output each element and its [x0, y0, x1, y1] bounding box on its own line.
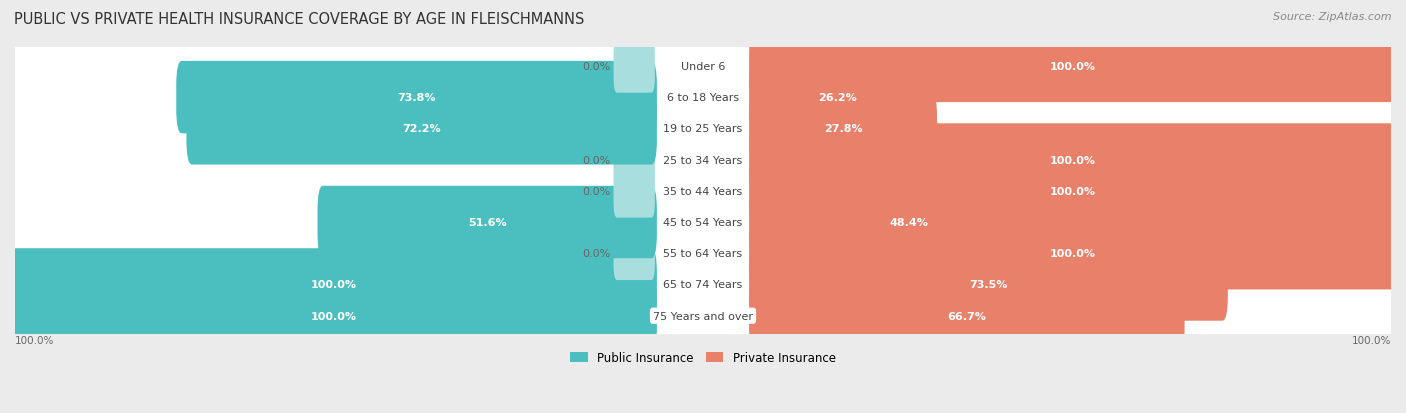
- FancyBboxPatch shape: [10, 235, 1396, 335]
- FancyBboxPatch shape: [10, 266, 1396, 366]
- FancyBboxPatch shape: [749, 62, 927, 134]
- FancyBboxPatch shape: [10, 141, 1396, 242]
- FancyBboxPatch shape: [176, 62, 657, 134]
- FancyBboxPatch shape: [613, 40, 655, 93]
- FancyBboxPatch shape: [613, 164, 655, 218]
- Text: Source: ZipAtlas.com: Source: ZipAtlas.com: [1274, 12, 1392, 22]
- FancyBboxPatch shape: [749, 155, 1396, 228]
- Text: 75 Years and over: 75 Years and over: [652, 311, 754, 321]
- FancyBboxPatch shape: [10, 17, 1396, 117]
- Text: 0.0%: 0.0%: [582, 249, 610, 259]
- Text: 48.4%: 48.4%: [889, 218, 928, 228]
- FancyBboxPatch shape: [749, 124, 1396, 196]
- FancyBboxPatch shape: [10, 47, 1396, 148]
- FancyBboxPatch shape: [749, 93, 936, 165]
- FancyBboxPatch shape: [187, 93, 657, 165]
- Text: 51.6%: 51.6%: [468, 218, 506, 228]
- FancyBboxPatch shape: [613, 133, 655, 187]
- Text: 100.0%: 100.0%: [1050, 62, 1095, 72]
- FancyBboxPatch shape: [318, 186, 657, 259]
- Text: PUBLIC VS PRIVATE HEALTH INSURANCE COVERAGE BY AGE IN FLEISCHMANNS: PUBLIC VS PRIVATE HEALTH INSURANCE COVER…: [14, 12, 585, 27]
- Text: 100.0%: 100.0%: [1050, 155, 1095, 165]
- Text: 100.0%: 100.0%: [311, 280, 356, 290]
- FancyBboxPatch shape: [749, 280, 1185, 352]
- FancyBboxPatch shape: [749, 249, 1227, 321]
- FancyBboxPatch shape: [749, 31, 1396, 103]
- Text: 100.0%: 100.0%: [15, 335, 55, 345]
- FancyBboxPatch shape: [613, 227, 655, 280]
- Text: 45 to 54 Years: 45 to 54 Years: [664, 218, 742, 228]
- Text: 27.8%: 27.8%: [824, 124, 862, 134]
- Text: 100.0%: 100.0%: [311, 311, 356, 321]
- Text: 100.0%: 100.0%: [1050, 249, 1095, 259]
- Text: 35 to 44 Years: 35 to 44 Years: [664, 186, 742, 196]
- Text: 19 to 25 Years: 19 to 25 Years: [664, 124, 742, 134]
- Text: 72.2%: 72.2%: [402, 124, 441, 134]
- FancyBboxPatch shape: [10, 172, 1396, 273]
- Text: 6 to 18 Years: 6 to 18 Years: [666, 93, 740, 103]
- FancyBboxPatch shape: [10, 249, 657, 321]
- Text: 100.0%: 100.0%: [1050, 186, 1095, 196]
- FancyBboxPatch shape: [10, 110, 1396, 210]
- Text: 73.8%: 73.8%: [398, 93, 436, 103]
- Text: 0.0%: 0.0%: [582, 62, 610, 72]
- Text: 25 to 34 Years: 25 to 34 Years: [664, 155, 742, 165]
- Text: 100.0%: 100.0%: [1351, 335, 1391, 345]
- FancyBboxPatch shape: [10, 280, 657, 352]
- FancyBboxPatch shape: [10, 79, 1396, 179]
- Legend: Public Insurance, Private Insurance: Public Insurance, Private Insurance: [565, 347, 841, 369]
- Text: 65 to 74 Years: 65 to 74 Years: [664, 280, 742, 290]
- FancyBboxPatch shape: [749, 186, 1069, 259]
- FancyBboxPatch shape: [10, 204, 1396, 304]
- FancyBboxPatch shape: [749, 218, 1396, 290]
- Text: 0.0%: 0.0%: [582, 186, 610, 196]
- Text: Under 6: Under 6: [681, 62, 725, 72]
- Text: 55 to 64 Years: 55 to 64 Years: [664, 249, 742, 259]
- Text: 26.2%: 26.2%: [818, 93, 858, 103]
- Text: 73.5%: 73.5%: [969, 280, 1008, 290]
- Text: 0.0%: 0.0%: [582, 155, 610, 165]
- Text: 66.7%: 66.7%: [948, 311, 986, 321]
